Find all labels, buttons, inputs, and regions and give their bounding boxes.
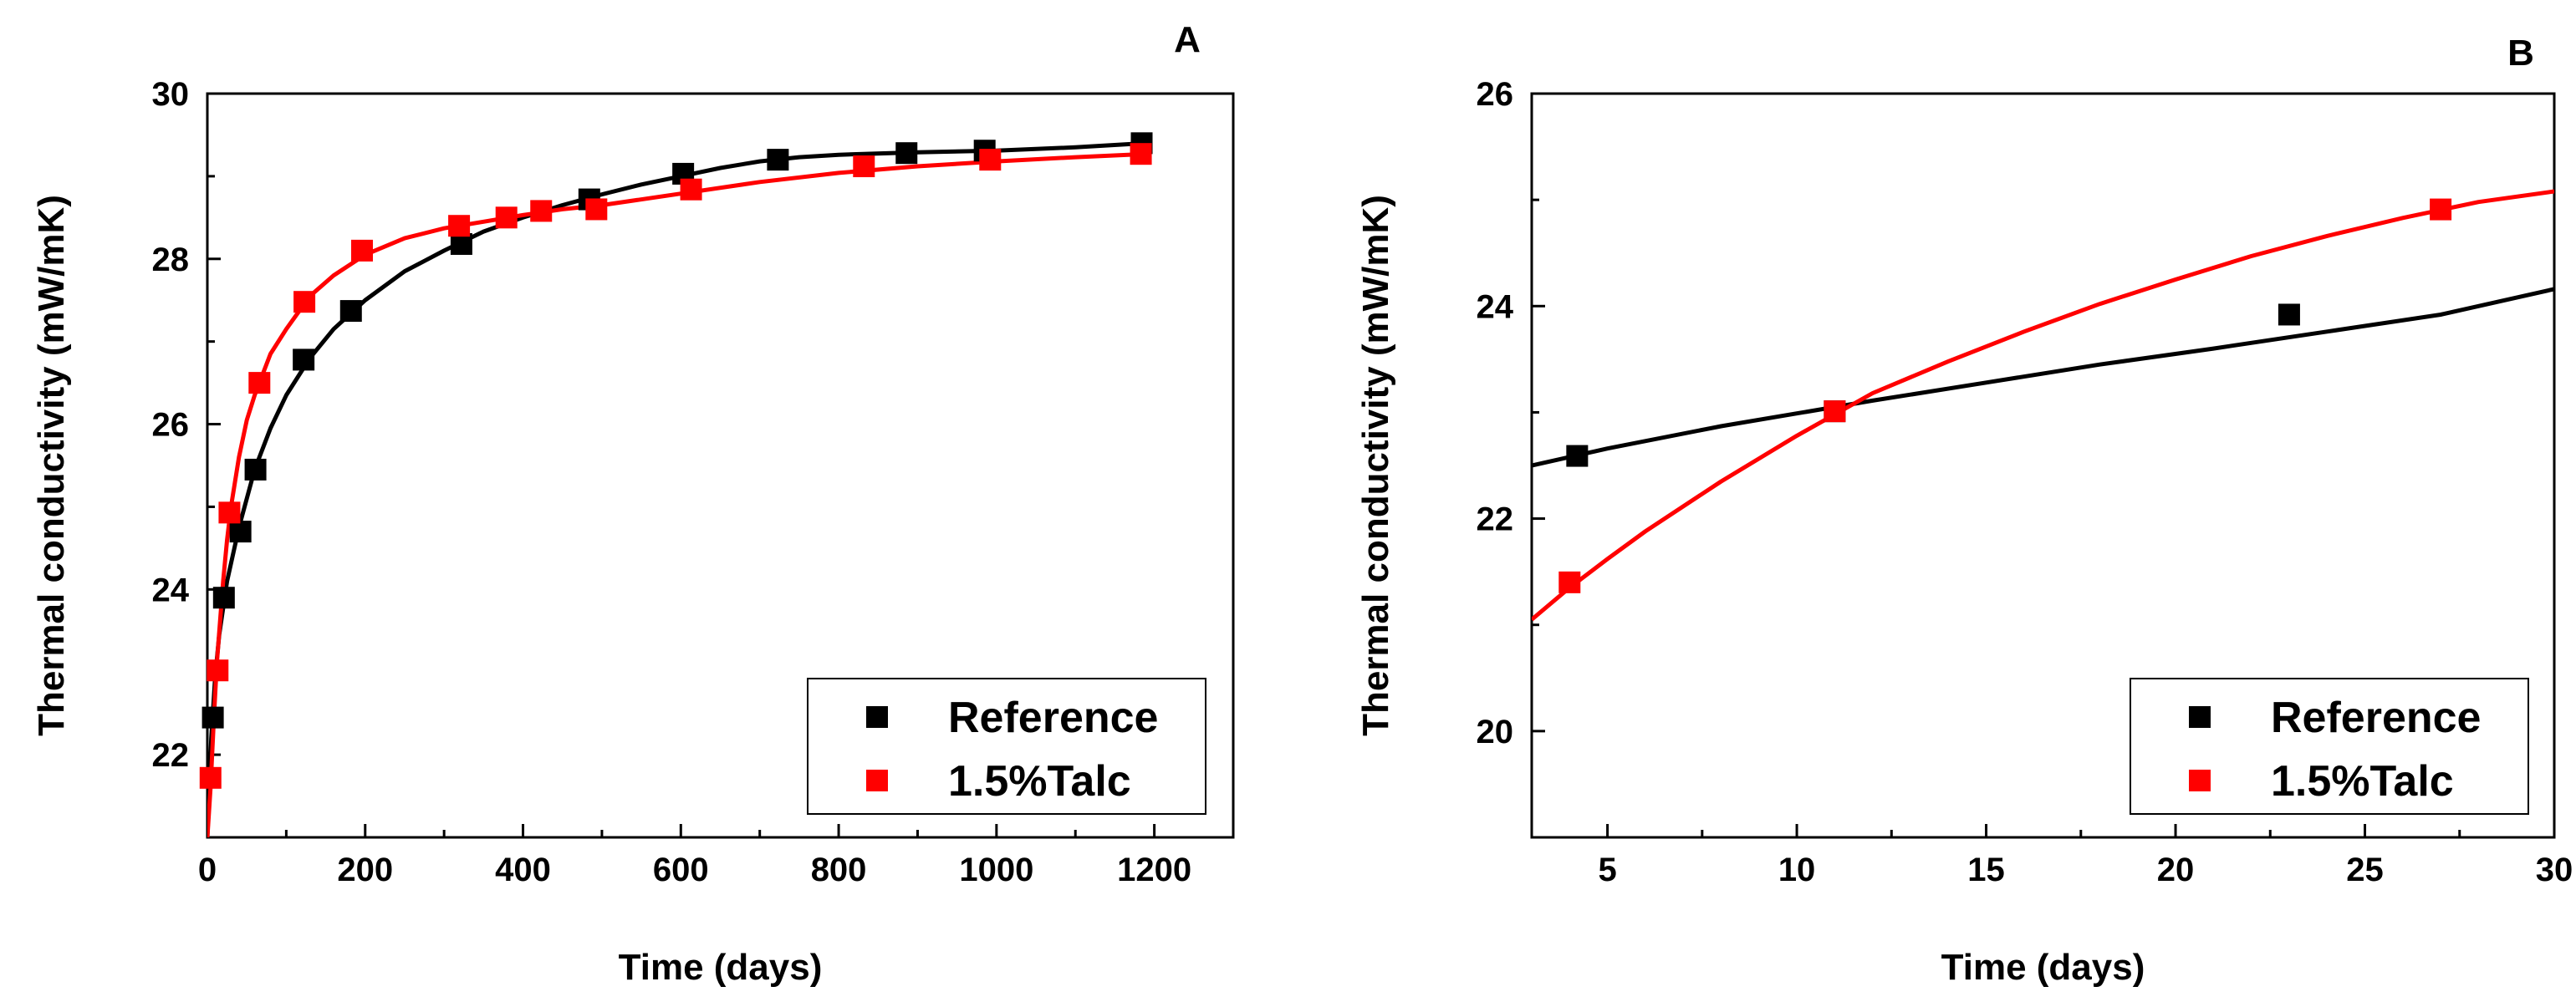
data-point-reference (293, 348, 315, 371)
y-tick-label: 26 (1477, 76, 1514, 113)
data-point-reference (450, 232, 472, 255)
x-axis-title: Time (days) (1941, 947, 2145, 988)
data-point-reference (339, 300, 362, 323)
x-tick-label: 600 (653, 852, 709, 888)
legend-marker (2189, 706, 2211, 728)
legend-label: Reference (948, 694, 1158, 742)
data-point-talc (248, 372, 271, 394)
data-point-talc (530, 200, 553, 222)
data-point-talc (853, 155, 875, 178)
data-point-talc (350, 239, 373, 262)
data-point-talc (207, 659, 229, 682)
y-tick-label: 22 (152, 737, 190, 774)
plot-frame (206, 92, 1235, 839)
x-tick-label: 1000 (959, 852, 1033, 888)
x-tick-label: 200 (337, 852, 393, 888)
y-tick-label: 22 (1477, 501, 1514, 538)
data-point-talc (2430, 198, 2452, 221)
x-tick-label: 30 (2536, 852, 2573, 888)
x-tick-label: 1200 (1117, 852, 1191, 888)
data-point-talc (979, 149, 1002, 171)
data-point-talc (448, 215, 471, 237)
x-tick-label: 20 (2157, 852, 2195, 888)
y-tick-label: 24 (152, 572, 190, 608)
data-point-talc (1130, 143, 1152, 165)
data-point-talc (293, 291, 316, 313)
x-tick-label: 25 (2346, 852, 2384, 888)
panel-b: 5 10 15 20 25 30 20 22 24 26 Time (days) Thermal co… (1355, 33, 2573, 988)
x-tick-label: 10 (1778, 852, 1816, 888)
data-point-reference (895, 142, 918, 165)
y-axis-title: Thermal conductivity (mW/mK) (1355, 195, 1396, 736)
y-tick-label: 28 (152, 242, 190, 278)
x-axis-title: Time (days) (619, 947, 823, 988)
legend-marker (866, 706, 888, 728)
data-point-talc (495, 206, 518, 229)
x-tick-label: 800 (811, 852, 867, 888)
x-tick-label: 5 (1598, 852, 1616, 888)
data-point-talc (199, 766, 222, 789)
y-tick-label: 26 (152, 407, 190, 444)
x-tick-label: 400 (495, 852, 551, 888)
legend-marker (2189, 770, 2211, 791)
y-tick-label: 30 (152, 76, 190, 113)
panel-a: 0 200 400 600 800 1000 1200 22 24 26 28 30 Time (day… (31, 19, 1235, 988)
data-point-talc (1558, 571, 1581, 593)
data-point-reference (1566, 445, 1589, 467)
fit-line-talc (1532, 189, 2554, 622)
x-tick-label: 15 (1967, 852, 2005, 888)
data-point-reference (767, 149, 789, 171)
data-point-reference (201, 706, 224, 729)
y-tick-label: 20 (1477, 714, 1514, 750)
legend-marker (866, 770, 888, 791)
data-point-reference (244, 458, 267, 481)
data-point-talc (680, 178, 702, 201)
data-point-reference (212, 587, 235, 609)
legend-label: 1.5%Talc (2271, 757, 2454, 806)
y-axis-title: Thermal conductivity (mW/mK) (31, 195, 72, 736)
data-point-talc (218, 501, 241, 524)
fit-line-reference (1532, 287, 2554, 468)
data-point-reference (2278, 303, 2300, 326)
legend-label: Reference (2271, 694, 2481, 742)
y-tick-label: 24 (1477, 288, 1514, 325)
legend-label: 1.5%Talc (948, 757, 1131, 806)
data-point-reference (229, 521, 252, 543)
data-point-talc (585, 198, 608, 221)
x-tick-label: 0 (198, 852, 217, 888)
panel-label: A (1174, 19, 1201, 60)
panel-label: B (2507, 33, 2534, 74)
data-point-talc (1824, 400, 1846, 423)
